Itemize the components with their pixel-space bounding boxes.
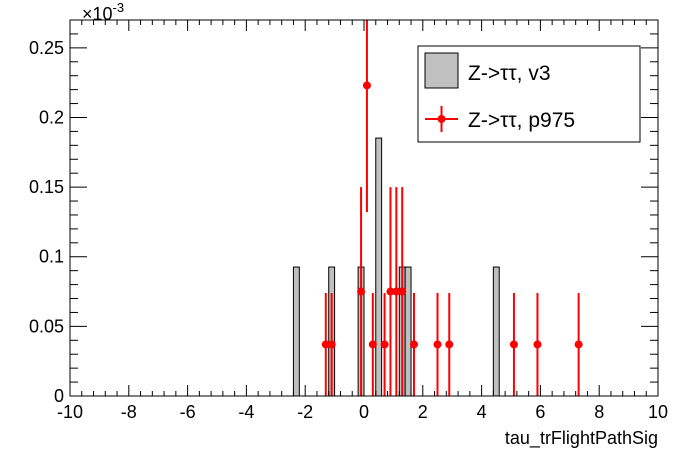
hist-bar-0 [292, 266, 300, 397]
y-tick-label-2: 0.1 [39, 247, 64, 267]
point-0 [321, 340, 330, 349]
x-tick-label-8: 6 [535, 402, 545, 422]
point-10 [433, 340, 442, 349]
legend-marker-p975 [437, 115, 446, 123]
x-tick-label-5: 0 [359, 402, 369, 422]
y-tick-label-5: 0.25 [29, 38, 64, 58]
x-tick-label-7: 4 [477, 402, 487, 422]
legend-label-p975: Z->ττ, p975 [468, 109, 575, 132]
point-13 [533, 340, 542, 349]
x-tick-label-3: -4 [238, 402, 254, 422]
errorbar-layer [321, 20, 583, 396]
point-6 [386, 287, 395, 296]
point-8 [398, 287, 407, 296]
y-tick-label-1: 0.05 [29, 316, 64, 336]
point-9 [409, 340, 418, 349]
legend: Z->ττ, v3 Z->ττ, p975 [417, 45, 641, 143]
legend-swatch-v3 [424, 52, 459, 89]
y-tick-label-3: 0.15 [29, 177, 64, 197]
point-1 [327, 340, 336, 349]
y-tick-label-4: 0.2 [39, 107, 64, 127]
point-14 [574, 340, 583, 349]
y-tick-label-0: 0 [54, 386, 64, 406]
point-7 [392, 287, 401, 296]
point-11 [445, 340, 454, 349]
hist-bar-6 [492, 266, 500, 397]
x-tick-label-6: 2 [418, 402, 428, 422]
axis-layer: -10 -8 -6 -4 -2 0 2 4 6 8 10 0 0.05 0.1 0.15 0.2 0.25 [29, 19, 668, 422]
point-2 [357, 287, 366, 296]
point-4 [368, 340, 377, 349]
point-5 [380, 340, 389, 349]
x-tick-label-10: 10 [648, 402, 668, 422]
x-tick-label-2: -6 [180, 402, 196, 422]
point-12 [509, 340, 518, 349]
point-3 [362, 81, 371, 90]
hist-bar-5 [404, 266, 412, 397]
hist-bar-3 [375, 137, 383, 397]
x-axis-title: tau_trFlightPathSig [505, 428, 658, 449]
y-exponent-label: ×10-3 [82, 0, 124, 24]
x-tick-label-9: 8 [594, 402, 604, 422]
x-tick-label-4: -2 [297, 402, 313, 422]
legend-label-v3: Z->ττ, v3 [468, 62, 551, 85]
x-tick-label-0: -10 [57, 402, 83, 422]
x-tick-label-1: -8 [121, 402, 137, 422]
